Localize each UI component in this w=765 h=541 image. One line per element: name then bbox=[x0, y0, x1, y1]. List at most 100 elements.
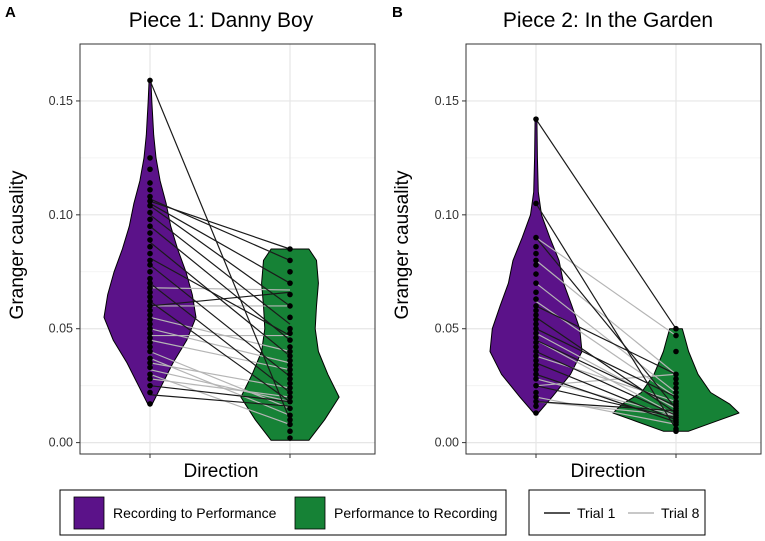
point-0-23 bbox=[533, 296, 539, 302]
panel-b-plot-area bbox=[465, 43, 762, 455]
point-0-23 bbox=[147, 280, 153, 286]
ytick-label-3: 0.15 bbox=[49, 94, 73, 108]
pair-line-trial-1-2 bbox=[535, 237, 677, 409]
panel-b-frame bbox=[465, 43, 762, 455]
pair-line-trial-8-8 bbox=[535, 373, 677, 387]
point-1-15 bbox=[287, 357, 293, 364]
point-0-15 bbox=[147, 316, 153, 323]
point-0-5 bbox=[147, 364, 153, 371]
panel-b-ylabel: Granger causality bbox=[392, 170, 413, 319]
point-1-16 bbox=[287, 353, 293, 359]
pair-line-trial-1-3 bbox=[149, 202, 291, 284]
point-1-23 bbox=[287, 303, 293, 309]
point-0-4 bbox=[147, 371, 153, 378]
pair-line-trial-1-2 bbox=[149, 200, 291, 250]
point-0-20 bbox=[147, 294, 153, 300]
point-1-1 bbox=[673, 426, 679, 432]
panel-a-pair-lines bbox=[149, 80, 291, 425]
legend-label-performance-to-recording: Performance to Recording bbox=[334, 505, 497, 521]
point-1-9 bbox=[287, 385, 293, 391]
point-0-12 bbox=[147, 330, 153, 337]
point-0-32 bbox=[533, 200, 539, 207]
pair-line-trial-1-3 bbox=[535, 305, 677, 375]
point-0-5 bbox=[533, 382, 539, 389]
panel-a: A Piece 1: Danny Boy Granger causality D… bbox=[5, 4, 376, 482]
point-0-24 bbox=[147, 275, 153, 282]
point-0-4 bbox=[533, 389, 539, 396]
point-0-42 bbox=[147, 77, 153, 84]
point-0-34 bbox=[147, 209, 153, 216]
point-0-6 bbox=[147, 360, 153, 366]
panel-b-pair-lines bbox=[535, 118, 677, 430]
point-0-18 bbox=[533, 321, 539, 327]
point-1-0 bbox=[287, 435, 293, 441]
ytick-label-2: 0.10 bbox=[49, 208, 73, 222]
point-0-31 bbox=[147, 230, 153, 236]
point-1-17 bbox=[673, 376, 679, 382]
point-0-1 bbox=[533, 403, 539, 409]
point-0-21 bbox=[147, 289, 153, 296]
point-1-21 bbox=[287, 325, 293, 332]
point-1-25 bbox=[287, 280, 293, 286]
point-1-7 bbox=[287, 394, 293, 400]
point-1-1 bbox=[287, 428, 293, 435]
point-0-2 bbox=[533, 398, 539, 405]
pair-line-trial-1-1 bbox=[535, 203, 677, 430]
point-1-26 bbox=[287, 268, 293, 275]
pair-line-trial-8-6 bbox=[535, 355, 677, 403]
point-0-3 bbox=[147, 376, 153, 382]
point-0-39 bbox=[147, 180, 153, 186]
point-0-14 bbox=[147, 321, 153, 327]
pair-line-trial-1-13 bbox=[149, 385, 291, 403]
pair-line-trial-8-10 bbox=[535, 401, 677, 416]
point-0-28 bbox=[533, 257, 539, 264]
point-0-22 bbox=[533, 303, 539, 309]
point-0-8 bbox=[147, 348, 153, 355]
legend-fill: Recording to Performance Performance to … bbox=[59, 489, 507, 536]
pair-line-trial-1-10 bbox=[535, 385, 677, 419]
pair-line-trial-8-11 bbox=[149, 378, 291, 398]
point-0-28 bbox=[147, 250, 153, 257]
point-0-25 bbox=[533, 280, 539, 286]
point-1-5 bbox=[287, 405, 293, 412]
ytick-label-2: 0.10 bbox=[435, 208, 459, 222]
point-0-3 bbox=[533, 394, 539, 400]
point-1-20 bbox=[287, 330, 293, 337]
point-0-35 bbox=[147, 202, 153, 209]
point-1-3 bbox=[287, 417, 293, 423]
point-0-16 bbox=[533, 330, 539, 337]
panel-a-label: A bbox=[5, 4, 16, 21]
panel-b-xlabel: Direction bbox=[571, 461, 646, 482]
pair-line-trial-1-4 bbox=[149, 205, 291, 307]
point-0-9 bbox=[533, 362, 539, 368]
panel-a-yticks: 0.00 0.05 0.10 0.15 bbox=[49, 94, 291, 458]
point-0-0 bbox=[147, 401, 153, 407]
point-1-14 bbox=[287, 362, 293, 368]
point-0-2 bbox=[147, 382, 153, 389]
point-0-33 bbox=[147, 216, 153, 223]
pair-line-trial-8-2 bbox=[149, 316, 291, 353]
point-0-0 bbox=[533, 410, 539, 416]
point-0-16 bbox=[147, 312, 153, 318]
pair-line-trial-1-4 bbox=[535, 316, 677, 414]
pair-line-trial-1-9 bbox=[149, 264, 291, 378]
point-0-40 bbox=[147, 166, 153, 173]
point-0-41 bbox=[147, 155, 153, 161]
panel-b-yticks: 0.00 0.05 0.10 0.15 bbox=[435, 94, 677, 458]
point-1-17 bbox=[287, 348, 293, 355]
pair-line-trial-1-11 bbox=[535, 401, 677, 412]
pair-line-trial-1-6 bbox=[149, 225, 291, 341]
legend-fill-box bbox=[59, 489, 507, 536]
point-1-13 bbox=[673, 394, 679, 400]
panel-a-ylabel: Granger causality bbox=[7, 170, 28, 319]
point-1-13 bbox=[287, 366, 293, 373]
point-0-21 bbox=[533, 307, 539, 314]
point-1-16 bbox=[673, 380, 679, 387]
point-0-22 bbox=[147, 284, 153, 291]
point-1-18 bbox=[287, 344, 293, 350]
point-0-6 bbox=[533, 376, 539, 382]
point-0-31 bbox=[533, 234, 539, 241]
point-0-15 bbox=[533, 335, 539, 341]
point-0-26 bbox=[533, 271, 539, 277]
